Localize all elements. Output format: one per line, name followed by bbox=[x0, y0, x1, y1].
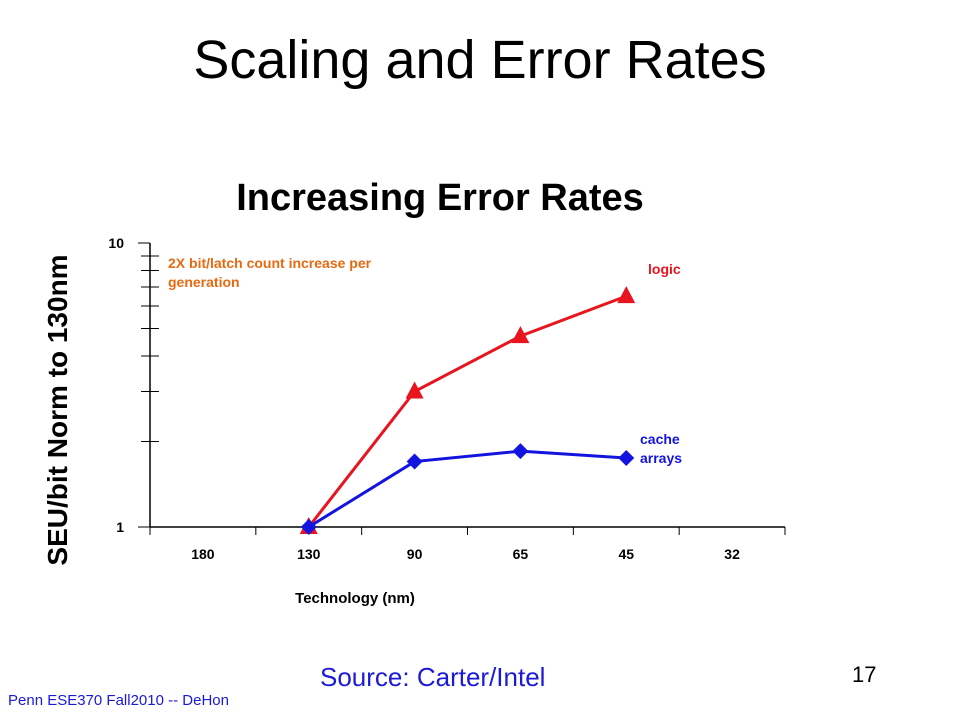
chart-axes bbox=[138, 242, 786, 535]
chart-title: Increasing Error Rates bbox=[236, 177, 644, 219]
x-tick-label: 180 bbox=[191, 546, 215, 562]
x-tick-label: 32 bbox=[724, 546, 740, 562]
series-label-logic: logic bbox=[648, 261, 681, 277]
annotation-note: 2X bit/latch count increase per generatio… bbox=[168, 255, 372, 290]
slide-title: Scaling and Error Rates bbox=[193, 30, 767, 90]
series-line-cache-arrays bbox=[307, 449, 627, 529]
series-line-logic bbox=[307, 294, 627, 528]
x-tick-label: 45 bbox=[618, 546, 634, 562]
data-point-cache-arrays bbox=[512, 443, 529, 460]
source-credit: Source: Carter/Intel bbox=[320, 662, 546, 692]
series-label-cache-arrays: cache arrays bbox=[640, 431, 682, 466]
page-number: 17 bbox=[852, 662, 877, 687]
chart-labels: 1 10 180 130 90 65 45 32 2X bit/latch count incr… bbox=[108, 235, 740, 562]
y-tick-label: 1 bbox=[116, 519, 124, 535]
x-tick-label: 90 bbox=[407, 546, 423, 562]
x-tick-label: 65 bbox=[513, 546, 529, 562]
data-point-cache-arrays bbox=[406, 453, 423, 470]
data-point-logic bbox=[511, 326, 530, 344]
data-point-logic bbox=[617, 286, 636, 304]
data-point-cache-arrays bbox=[618, 449, 635, 466]
data-point-logic bbox=[405, 381, 424, 399]
y-tick-label: 10 bbox=[108, 235, 124, 251]
x-tick-label: 130 bbox=[297, 546, 321, 562]
footer-text: Penn ESE370 Fall2010 -- DeHon bbox=[8, 692, 229, 709]
data-point-cache-arrays bbox=[300, 519, 317, 535]
x-axis-title: Technology (nm) bbox=[295, 590, 415, 607]
chart-series bbox=[299, 286, 636, 535]
